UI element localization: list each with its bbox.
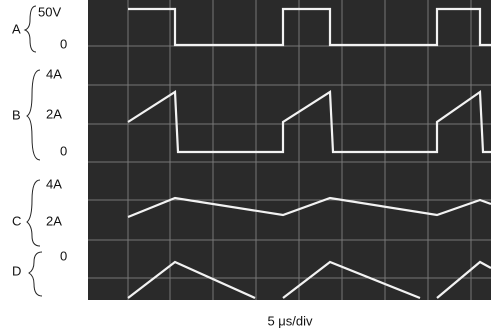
trace-name: D xyxy=(12,263,21,278)
level-label: 0 xyxy=(60,36,67,51)
brace xyxy=(27,180,40,246)
brace xyxy=(29,252,42,296)
brace xyxy=(27,70,40,160)
trace-name: B xyxy=(12,107,21,122)
trace-name: A xyxy=(12,21,21,36)
level-label: 0 xyxy=(60,143,67,158)
time-scale: 5 μs/div xyxy=(267,313,313,328)
level-label: 4A xyxy=(46,176,62,191)
brace xyxy=(25,6,36,52)
level-label: 2A xyxy=(46,213,62,228)
level-label: 50V xyxy=(38,4,61,19)
trace-name: C xyxy=(12,213,21,228)
level-label: 4A xyxy=(46,66,62,81)
level-label: 2A xyxy=(46,106,62,121)
level-label: 0 xyxy=(60,248,67,263)
scope-figure: A 50V 0 B 4A 2A 0 C 4A 2A D 0 5 μs/div xyxy=(0,0,491,334)
